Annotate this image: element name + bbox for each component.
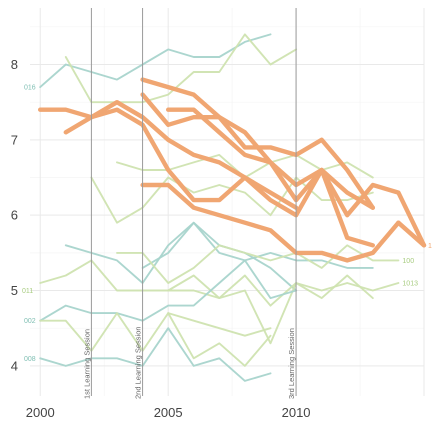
session-marker-label: 3rd Learning Session — [287, 328, 296, 399]
series-end-labels: 016 100 1013 011 002 008 100 — [22, 85, 432, 363]
y-tick-label: 7 — [11, 132, 18, 147]
series-line-highlight-16 — [140, 92, 375, 210]
series-end-label: 1013 — [402, 280, 418, 287]
series-line-highlight-19 — [396, 220, 427, 248]
x-tick-label: 2000 — [26, 405, 55, 420]
x-tick-label: 2005 — [154, 405, 183, 420]
series-line-green-1 — [64, 33, 298, 104]
series-lines — [38, 33, 427, 382]
session-marker-label: 1st Learning Session — [82, 329, 91, 399]
series-line-green-6 — [116, 244, 400, 284]
series-end-label: 002 — [24, 318, 36, 325]
series-line-teal-9 — [39, 259, 298, 322]
series-line-green-10 — [39, 312, 272, 352]
x-tick-label: 2010 — [282, 405, 311, 420]
series-line-teal-12 — [39, 327, 272, 382]
series-line-green-11 — [167, 312, 272, 367]
series-line-highlight-17 — [165, 107, 375, 210]
series-end-label: 016 — [24, 85, 36, 92]
session-marker-label: 2nd Learning Session — [134, 326, 143, 399]
y-tick-label: 8 — [11, 57, 18, 72]
series-line-green-2 — [116, 153, 374, 179]
series-line-green-8 — [167, 274, 374, 345]
y-tick-label: 5 — [11, 283, 18, 298]
session-markers: 1st Learning Session 2nd Learning Session… — [82, 8, 297, 399]
y-tick-label: 6 — [11, 208, 18, 223]
x-axis-tick-labels: 2000 2005 2010 — [26, 405, 311, 420]
y-tick-label: 4 — [11, 358, 18, 373]
series-line-highlight-18 — [140, 182, 401, 263]
series-line-teal-4 — [64, 221, 374, 284]
series-line-teal-0 — [39, 33, 272, 89]
series-end-label: 100 — [428, 243, 432, 250]
y-axis-tick-labels: 4 5 6 7 8 — [11, 57, 18, 373]
series-end-label: 011 — [22, 288, 33, 295]
major-gridlines — [30, 8, 425, 396]
series-line-highlight-15 — [140, 77, 427, 248]
series-end-label: 100 — [402, 258, 414, 265]
series-end-label: 008 — [24, 356, 36, 363]
